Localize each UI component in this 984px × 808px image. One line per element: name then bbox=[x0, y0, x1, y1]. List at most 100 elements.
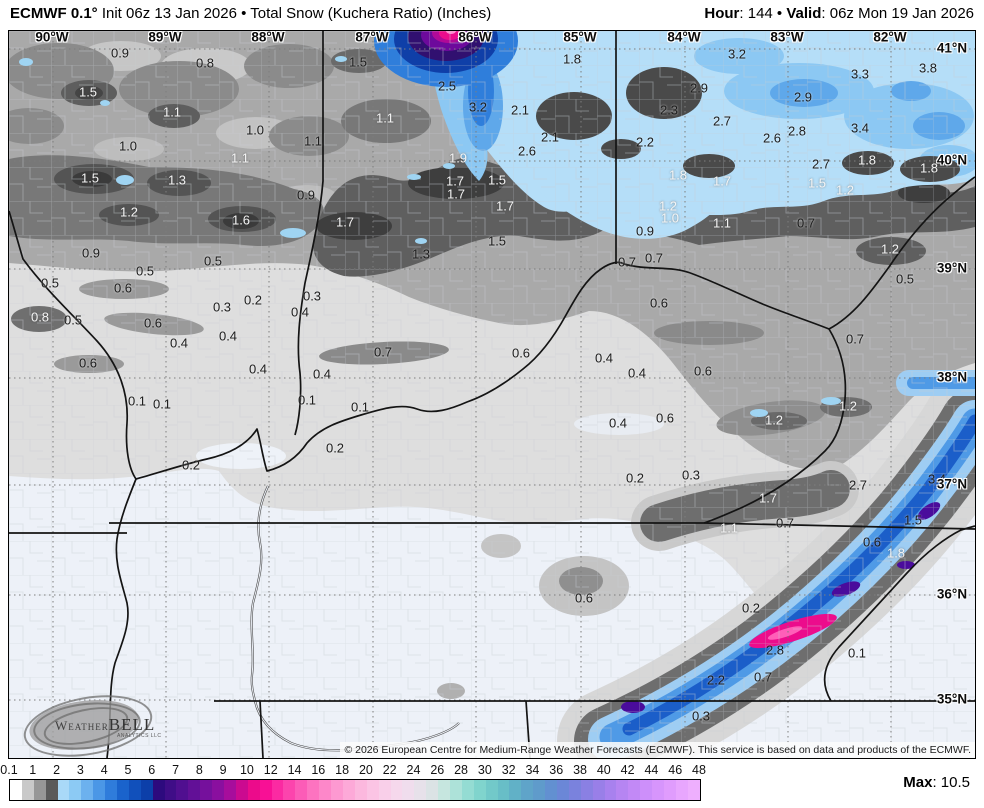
snow-value-label: 2.1 bbox=[510, 102, 530, 118]
snow-value-label: 0.7 bbox=[775, 515, 795, 531]
colorbar-cell bbox=[533, 780, 546, 800]
colorbar-cell bbox=[640, 780, 653, 800]
snow-value-label: 0.6 bbox=[655, 410, 675, 426]
snow-value-label: 1.1 bbox=[303, 133, 323, 149]
snow-value-label: 1.5 bbox=[78, 84, 98, 100]
colorbar-cell bbox=[342, 780, 355, 800]
snow-value-label: 1.1 bbox=[162, 104, 182, 120]
colorbar-cell bbox=[164, 780, 177, 800]
snow-value-label: 2.7 bbox=[811, 156, 831, 172]
snow-value-label: 0.5 bbox=[203, 253, 223, 269]
snow-value-label: 0.7 bbox=[845, 331, 865, 347]
snow-value-label: 3.8 bbox=[918, 60, 938, 76]
colorbar-cell bbox=[628, 780, 641, 800]
colorbar-cell bbox=[152, 780, 165, 800]
longitude-label: 86°W bbox=[458, 30, 492, 45]
snow-value-label: 1.6 bbox=[231, 212, 251, 228]
snow-value-label: 0.7 bbox=[644, 250, 664, 266]
colorbar-cell bbox=[319, 780, 332, 800]
snow-value-label: 0.7 bbox=[753, 669, 773, 685]
snow-value-label: 1.2 bbox=[764, 412, 784, 428]
logo-subtitle: Analytics LLC bbox=[117, 733, 162, 739]
colorbar-cell bbox=[21, 780, 34, 800]
latitude-label: 36°N bbox=[936, 586, 968, 602]
colorbar-cell bbox=[521, 780, 534, 800]
colorbar-cell bbox=[33, 780, 46, 800]
snow-value-label: 3.4 bbox=[927, 471, 947, 487]
snow-value-label: 3.2 bbox=[727, 46, 747, 62]
colorbar-cell bbox=[473, 780, 486, 800]
longitude-label: 90°W bbox=[35, 30, 69, 45]
snow-value-label: 0.9 bbox=[110, 45, 130, 61]
snow-value-label: 1.2 bbox=[119, 204, 139, 220]
colorbar-tick-label: 32 bbox=[501, 763, 516, 777]
colorbar-tick-label: 14 bbox=[287, 763, 302, 777]
colorbar-cell bbox=[331, 780, 343, 800]
latitude-label: 35°N bbox=[936, 691, 968, 707]
color-scale-bar bbox=[9, 779, 701, 801]
snow-value-label: 0.6 bbox=[693, 363, 713, 379]
snow-value-label: 1.7 bbox=[495, 198, 515, 214]
snow-value-label: 2.2 bbox=[635, 134, 655, 150]
colorbar-tick-label: 0.1 bbox=[0, 763, 18, 777]
snow-value-label: 2.1 bbox=[540, 129, 560, 145]
colorbar-cell bbox=[224, 780, 236, 800]
colorbar-cell bbox=[140, 780, 153, 800]
snow-value-label: 0.3 bbox=[212, 299, 232, 315]
colorbar-cell bbox=[592, 780, 605, 800]
colorbar-cell bbox=[461, 780, 474, 800]
snow-value-label: 1.7 bbox=[758, 490, 778, 506]
snow-value-label: 1.2 bbox=[838, 398, 858, 414]
snow-value-label: 0.2 bbox=[325, 440, 345, 456]
colorbar-tick-label: 42 bbox=[620, 763, 635, 777]
colorbar-cell bbox=[283, 780, 296, 800]
snow-value-label: 1.5 bbox=[80, 170, 100, 186]
colorbar-cell bbox=[687, 780, 700, 800]
snow-value-label: 0.2 bbox=[181, 457, 201, 473]
colorbar-tick-label: 36 bbox=[549, 763, 564, 777]
colorbar-tick-label: 38 bbox=[573, 763, 587, 777]
snow-value-label: 0.2 bbox=[625, 470, 645, 486]
snow-value-label: 2.6 bbox=[517, 143, 537, 159]
colorbar-tick-label: 48 bbox=[692, 763, 706, 777]
colorbar-tick-label: 7 bbox=[172, 763, 180, 777]
colorbar-cell bbox=[366, 780, 379, 800]
latitude-label: 39°N bbox=[936, 260, 968, 276]
snow-value-label: 1.5 bbox=[348, 54, 368, 70]
colorbar-cell bbox=[354, 780, 367, 800]
snow-value-label: 0.6 bbox=[649, 295, 669, 311]
snow-value-label: 3.3 bbox=[850, 66, 870, 82]
snow-value-label: 2.6 bbox=[762, 130, 782, 146]
snow-value-label: 1.0 bbox=[660, 210, 680, 226]
colorbar-cell bbox=[509, 780, 522, 800]
colorbar-tick-label: 44 bbox=[644, 763, 659, 777]
snow-value-label: 0.7 bbox=[373, 344, 393, 360]
colorbar-cell bbox=[235, 780, 248, 800]
colorbar-cell bbox=[390, 780, 403, 800]
colorbar-tick-label: 28 bbox=[454, 763, 469, 777]
snow-value-label: 0.4 bbox=[290, 304, 310, 320]
longitude-label: 85°W bbox=[563, 30, 597, 45]
colorbar-tick-label: 12 bbox=[263, 763, 278, 777]
snow-value-label: 1.1 bbox=[375, 110, 395, 126]
colorbar-cell bbox=[485, 780, 498, 800]
snow-value-label: 1.1 bbox=[719, 520, 739, 536]
colorbar-cell bbox=[117, 780, 129, 800]
colorbar-cell bbox=[45, 780, 58, 800]
snow-value-label: 2.5 bbox=[437, 78, 457, 94]
colorbar-tick-label: 18 bbox=[335, 763, 350, 777]
snow-value-label: 2.9 bbox=[793, 89, 813, 105]
snow-value-label: 1.7 bbox=[335, 214, 355, 230]
longitude-label: 84°W bbox=[667, 30, 701, 45]
colorbar-cell bbox=[556, 780, 569, 800]
colorbar-tick-label: 6 bbox=[148, 763, 156, 777]
model-name: ECMWF 0.1° bbox=[10, 5, 98, 22]
snow-value-label: 1.7 bbox=[712, 173, 732, 189]
colorbar-cell bbox=[57, 780, 70, 800]
snow-value-label: 0.1 bbox=[127, 393, 147, 409]
snow-value-label: 0.6 bbox=[78, 355, 98, 371]
color-scale: 0.1 1 2 3 4 5 6 7 8 9 10 12 14 16 18 20 22 24 26 28 30 32 34 36… bbox=[0, 763, 706, 803]
copyright-notice: © 2026 European Centre for Medium-Range … bbox=[340, 742, 975, 758]
colorbar-cell bbox=[69, 780, 82, 800]
